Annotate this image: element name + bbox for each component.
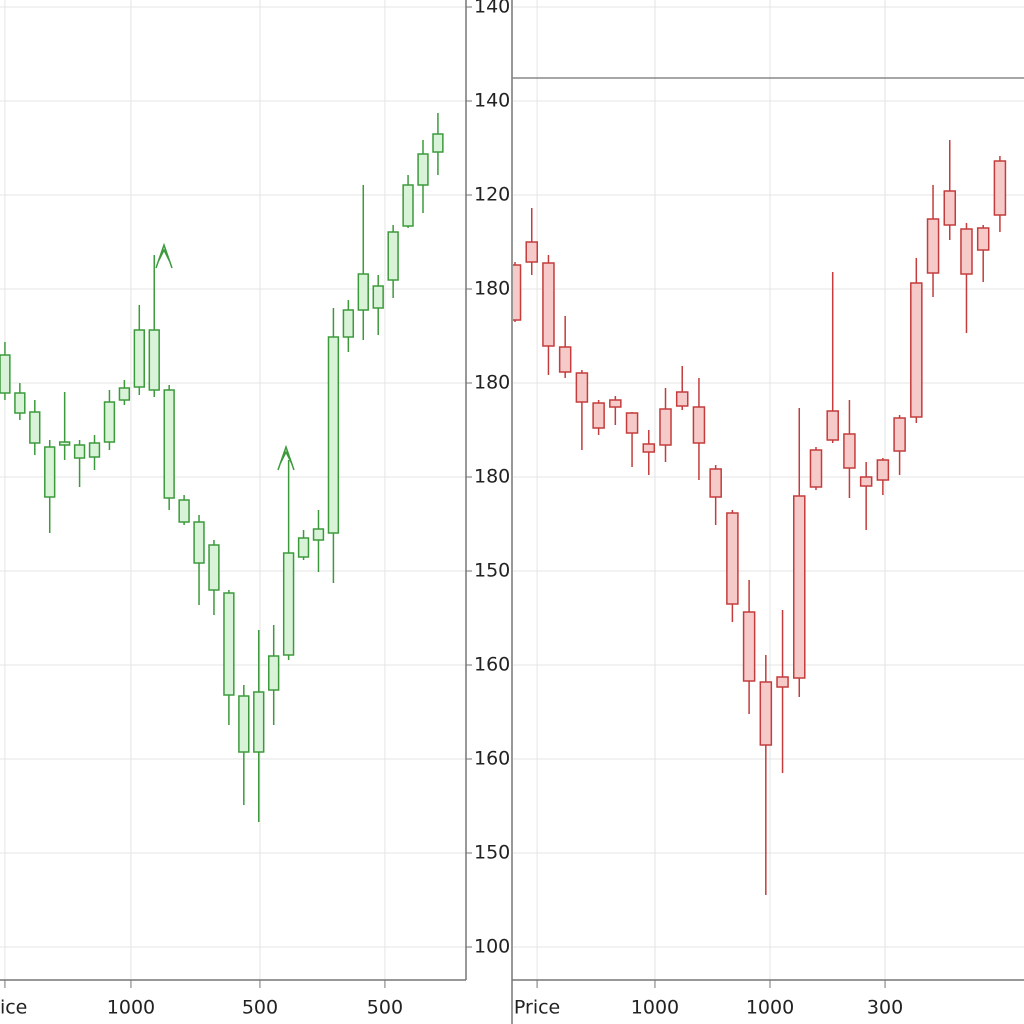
candle-body	[826, 410, 839, 441]
y-tick-label: 160	[474, 748, 510, 770]
candle-body	[558, 346, 572, 373]
candle-body	[659, 408, 672, 446]
candle-body	[575, 372, 589, 403]
candle-body	[14, 392, 26, 414]
arrow	[277, 444, 295, 471]
candle-body	[609, 399, 622, 408]
candle-body	[402, 184, 414, 227]
candle-body	[163, 389, 175, 499]
y-tick-label: 100	[474, 936, 510, 958]
candle-body	[372, 285, 384, 309]
x-tick-label: 500	[242, 997, 278, 1019]
candle-body	[312, 528, 325, 541]
candle-body	[625, 412, 639, 434]
arrow	[155, 242, 173, 269]
candle-body	[118, 387, 131, 401]
candle-body	[793, 495, 806, 679]
candle-body	[253, 691, 265, 753]
candle-body	[726, 512, 739, 605]
candle-body	[976, 227, 990, 251]
y-tick-label: 150	[474, 842, 510, 864]
candle-body	[387, 231, 399, 281]
candle-body	[29, 411, 41, 444]
candle-body	[0, 354, 11, 394]
candle-body	[993, 160, 1007, 216]
y-tick-label: 140	[474, 0, 510, 18]
candle-body	[103, 401, 116, 443]
candle-body	[525, 241, 538, 263]
candle-body	[759, 681, 773, 746]
candle-body	[417, 153, 429, 186]
candle-body	[44, 446, 56, 498]
x-tick-label: 1000	[746, 997, 794, 1019]
candle-body	[876, 459, 890, 481]
candle-body	[297, 537, 310, 558]
y-tick-label: 140	[474, 90, 510, 112]
y-tick-label: 180	[474, 466, 510, 488]
y-tick-label: 150	[474, 560, 510, 582]
candle-body	[692, 406, 706, 444]
candle-body	[943, 190, 957, 226]
candle-body	[926, 218, 940, 274]
x-tick-label: 1000	[107, 997, 155, 1019]
x-tick-label: Price	[514, 997, 560, 1019]
candle-body	[133, 329, 145, 388]
candle-body	[542, 262, 555, 347]
candle-body	[809, 449, 823, 488]
candle-body	[592, 402, 605, 429]
candle-body	[960, 228, 973, 275]
candle-body	[642, 443, 656, 453]
candle-body	[208, 544, 220, 591]
candle-body	[327, 336, 340, 534]
x-tick-label: 1000	[631, 997, 679, 1019]
candle-body	[893, 417, 906, 452]
candle-body	[843, 433, 856, 469]
x-tick-label: 500	[367, 997, 403, 1019]
candle-body	[709, 468, 722, 498]
y-tick-label: 120	[474, 184, 510, 206]
candle-body	[342, 309, 355, 338]
candle-body	[910, 282, 923, 418]
x-tick-label: 300	[867, 997, 903, 1019]
candle-body	[776, 676, 789, 688]
y-tick-label: 160	[474, 654, 510, 676]
candle-body	[432, 133, 444, 153]
candle-body	[675, 391, 689, 407]
x-tick-label: ice	[0, 997, 27, 1019]
candle-body	[282, 552, 295, 656]
y-tick-label: 180	[474, 278, 510, 300]
candle-body	[178, 499, 190, 523]
candle-body	[223, 592, 235, 696]
candle-body	[73, 444, 86, 459]
candle-body	[513, 264, 522, 321]
candle-body	[859, 476, 873, 487]
candle-body	[148, 329, 160, 391]
candle-body	[238, 695, 250, 753]
arrows	[155, 242, 295, 471]
candle-body	[742, 611, 756, 682]
candle-body	[193, 521, 205, 564]
y-tick-label: 180	[474, 372, 510, 394]
candle-body	[88, 442, 101, 458]
candle-body	[268, 655, 280, 691]
candle-body	[58, 441, 71, 446]
candle-body	[357, 273, 369, 311]
